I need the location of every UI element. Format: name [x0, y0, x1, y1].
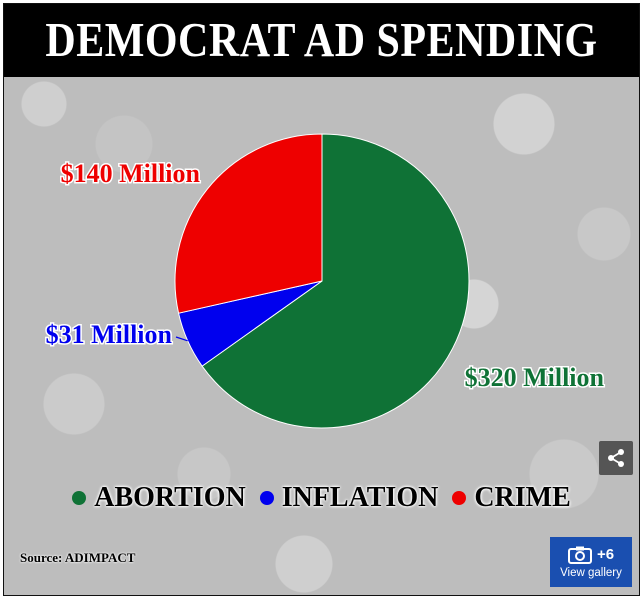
title-bar: DEMOCRAT AD SPENDING	[4, 4, 639, 77]
legend-item-abortion: ABORTION	[72, 482, 246, 514]
legend-item-inflation: INFLATION	[259, 482, 439, 514]
camera-icon	[567, 546, 592, 564]
legend-label-crime: CRIME	[474, 482, 571, 513]
legend-dot-abortion	[72, 491, 87, 505]
source-note: Source: ADIMPACT	[20, 550, 136, 565]
legend: ABORTION INFLATION CRIME	[4, 482, 639, 514]
pie-slice-crime	[174, 133, 323, 314]
legend-label-inflation: INFLATION	[281, 482, 439, 513]
share-icon	[608, 449, 624, 467]
legend-item-crime: CRIME	[452, 482, 571, 514]
gallery-count: +6	[596, 546, 615, 563]
data-label-crime: $140 Million	[61, 159, 201, 188]
chart-frame: DEMOCRAT AD SPENDING $320 Million $31 Mil…	[3, 3, 640, 596]
share-button[interactable]	[599, 441, 633, 475]
chart-title: DEMOCRAT AD SPENDING	[45, 14, 598, 67]
gallery-label: View gallery	[560, 566, 622, 579]
leader-line-inflation	[175, 336, 188, 342]
legend-label-abortion: ABORTION	[94, 482, 246, 513]
view-gallery-button[interactable]: +6 View gallery	[550, 537, 632, 587]
data-label-inflation: $31 Million	[46, 320, 173, 349]
legend-dot-inflation	[259, 491, 274, 505]
pie-chart: $320 Million $31 Million $140 Million	[44, 133, 606, 429]
legend-dot-crime	[452, 491, 467, 505]
data-label-abortion: $320 Million	[465, 363, 605, 392]
pie-slice-abortion	[201, 133, 470, 429]
